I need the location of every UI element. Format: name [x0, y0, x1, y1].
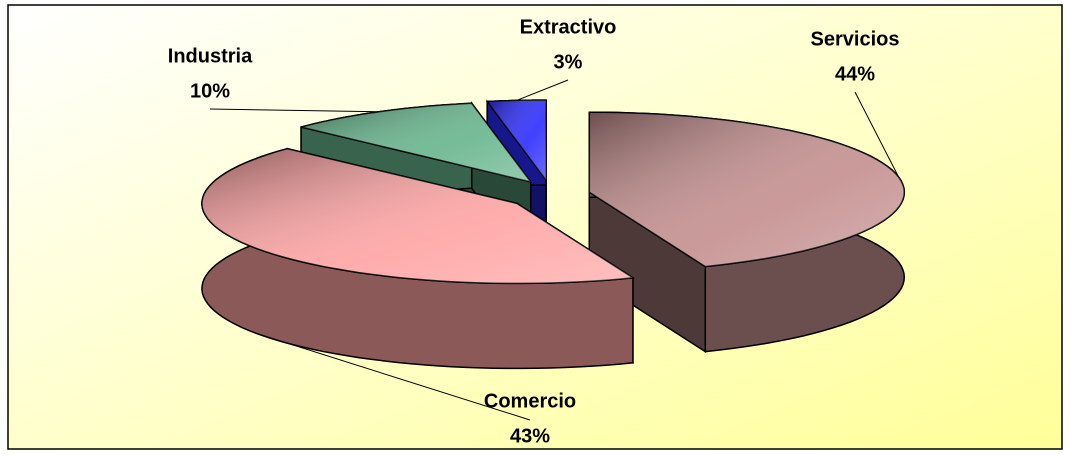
- category-label: Extractivo: [520, 16, 617, 38]
- value-label: 43%: [510, 425, 550, 447]
- slice-top-shine: [589, 112, 905, 267]
- value-label: 3%: [554, 51, 583, 73]
- category-label: Industria: [168, 45, 253, 67]
- slice-top-shine: [301, 103, 531, 182]
- leader-line: [209, 108, 379, 113]
- value-label: 44%: [835, 63, 875, 85]
- slice: [201, 147, 636, 370]
- leader-line: [516, 79, 569, 101]
- slice-top-shine: [487, 100, 547, 181]
- slice-shade: [589, 192, 706, 352]
- slice-top-shine: [201, 148, 633, 284]
- category-label: Comercio: [484, 390, 576, 412]
- category-label: Servicios: [811, 28, 900, 50]
- value-label: 10%: [190, 80, 230, 102]
- slice-shade: [201, 148, 633, 369]
- leader-line: [854, 91, 900, 178]
- leader-line: [256, 332, 531, 421]
- slice: [588, 111, 906, 353]
